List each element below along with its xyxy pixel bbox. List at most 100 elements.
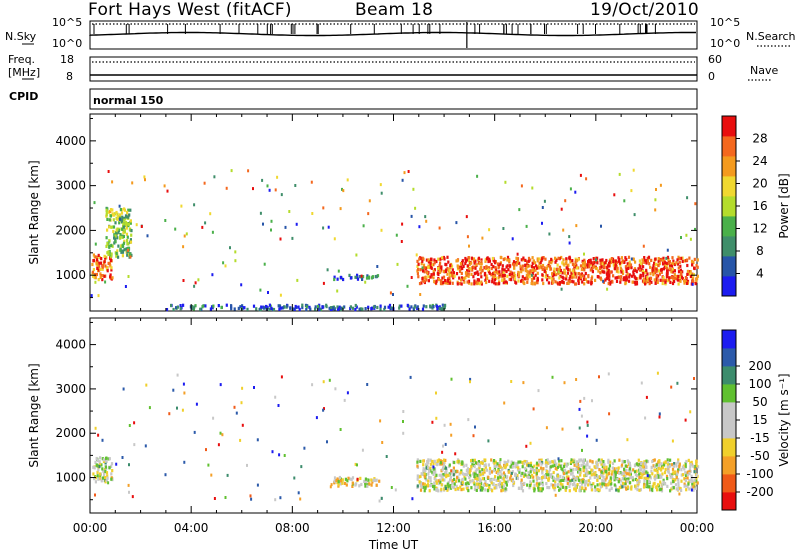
velocity-cell [495,478,498,482]
velocity-cell [128,490,130,494]
power-cell [555,273,558,277]
power-cell [268,303,271,307]
velocity-cell [574,476,577,480]
velocity-cell [559,474,562,479]
velocity-colorbar-tick-label: -15 [750,431,770,445]
power-cell [549,267,553,271]
power-cell [92,274,95,278]
power-ylabel: Slant Range [km] [27,160,41,264]
velocity-cell [687,482,690,486]
velocity-cell [370,478,373,482]
velocity-cell [638,480,641,484]
power-cell [680,256,683,260]
power-cell [113,213,116,217]
velocity-cell [607,372,610,376]
velocity-cell [473,465,476,469]
velocity-cell [416,460,419,464]
power-cell [565,259,568,264]
velocity-cell [474,484,477,488]
velocity-cell [646,480,649,484]
power-cell [665,266,668,270]
velocity-cell [422,459,425,463]
velocity-cell [468,475,471,480]
power-cell [458,276,461,280]
power-cell [684,279,687,284]
power-cell [541,278,544,282]
power-cell [333,275,336,279]
velocity-cell [551,464,554,468]
cpid-label: CPID [9,90,39,103]
velocity-cell [650,465,653,469]
velocity-cell [594,485,597,489]
velocity-cell [551,475,554,479]
velocity-cell [538,476,541,480]
power-cell [572,273,575,277]
velocity-cell [381,441,384,444]
power-cell [97,294,100,298]
velocity-cell [642,485,646,489]
velocity-cell [145,383,148,387]
power-cell [268,307,271,311]
power-cell [450,264,454,268]
power-cell [498,270,501,274]
power-cell [662,278,666,282]
velocity-cell [424,485,427,489]
power-cell [472,265,475,269]
velocity-cell [539,481,542,485]
power-cell [503,273,506,277]
power-cell [96,261,99,265]
velocity-cell [447,480,450,484]
power-cell [642,271,645,276]
velocity-cell [521,465,524,469]
velocity-cell [590,468,593,472]
power-cell [660,270,663,274]
velocity-cell [131,495,134,499]
power-cell [106,242,109,246]
velocity-cell [533,468,537,473]
velocity-cell [690,463,693,467]
power-cell [541,206,544,209]
velocity-cell [528,486,531,490]
power-cell [536,257,539,261]
velocity-cell [533,487,536,491]
power-cell [619,278,622,282]
power-cell [281,306,285,310]
power-cell [624,276,627,280]
power-cell [525,224,528,228]
velocity-cell [548,468,552,472]
power-cell [491,277,494,281]
velocity-cell [444,458,447,462]
velocity-cell [274,395,277,399]
power-cell [270,219,273,223]
power-cell [339,207,342,211]
velocity-cell [577,470,580,474]
power-cell [100,274,103,278]
velocity-cell [419,459,422,463]
power-cell [475,280,478,284]
velocity-cell [680,473,683,477]
velocity-cell [579,485,582,489]
power-cell [677,282,680,286]
velocity-cell [559,464,562,468]
velocity-cell [565,478,568,482]
velocity-cell [459,485,462,489]
velocity-cell [183,391,186,395]
power-cell [452,271,455,275]
power-cell [121,254,124,258]
power-cell [508,273,511,277]
power-cell [468,244,470,248]
velocity-cell [529,467,532,471]
velocity-cell [562,478,565,482]
velocity-cell [621,485,624,489]
power-cell [623,260,626,264]
power-cell [653,266,657,270]
power-cell [634,260,637,264]
velocity-colorbar-swatch [722,438,736,457]
velocity-cell [518,470,521,474]
velocity-cell [473,482,476,486]
power-cell [560,287,563,291]
power-cell [99,272,102,276]
power-cell [568,277,571,281]
velocity-cell [623,460,626,464]
freq-tick-low: 8 [66,70,73,83]
